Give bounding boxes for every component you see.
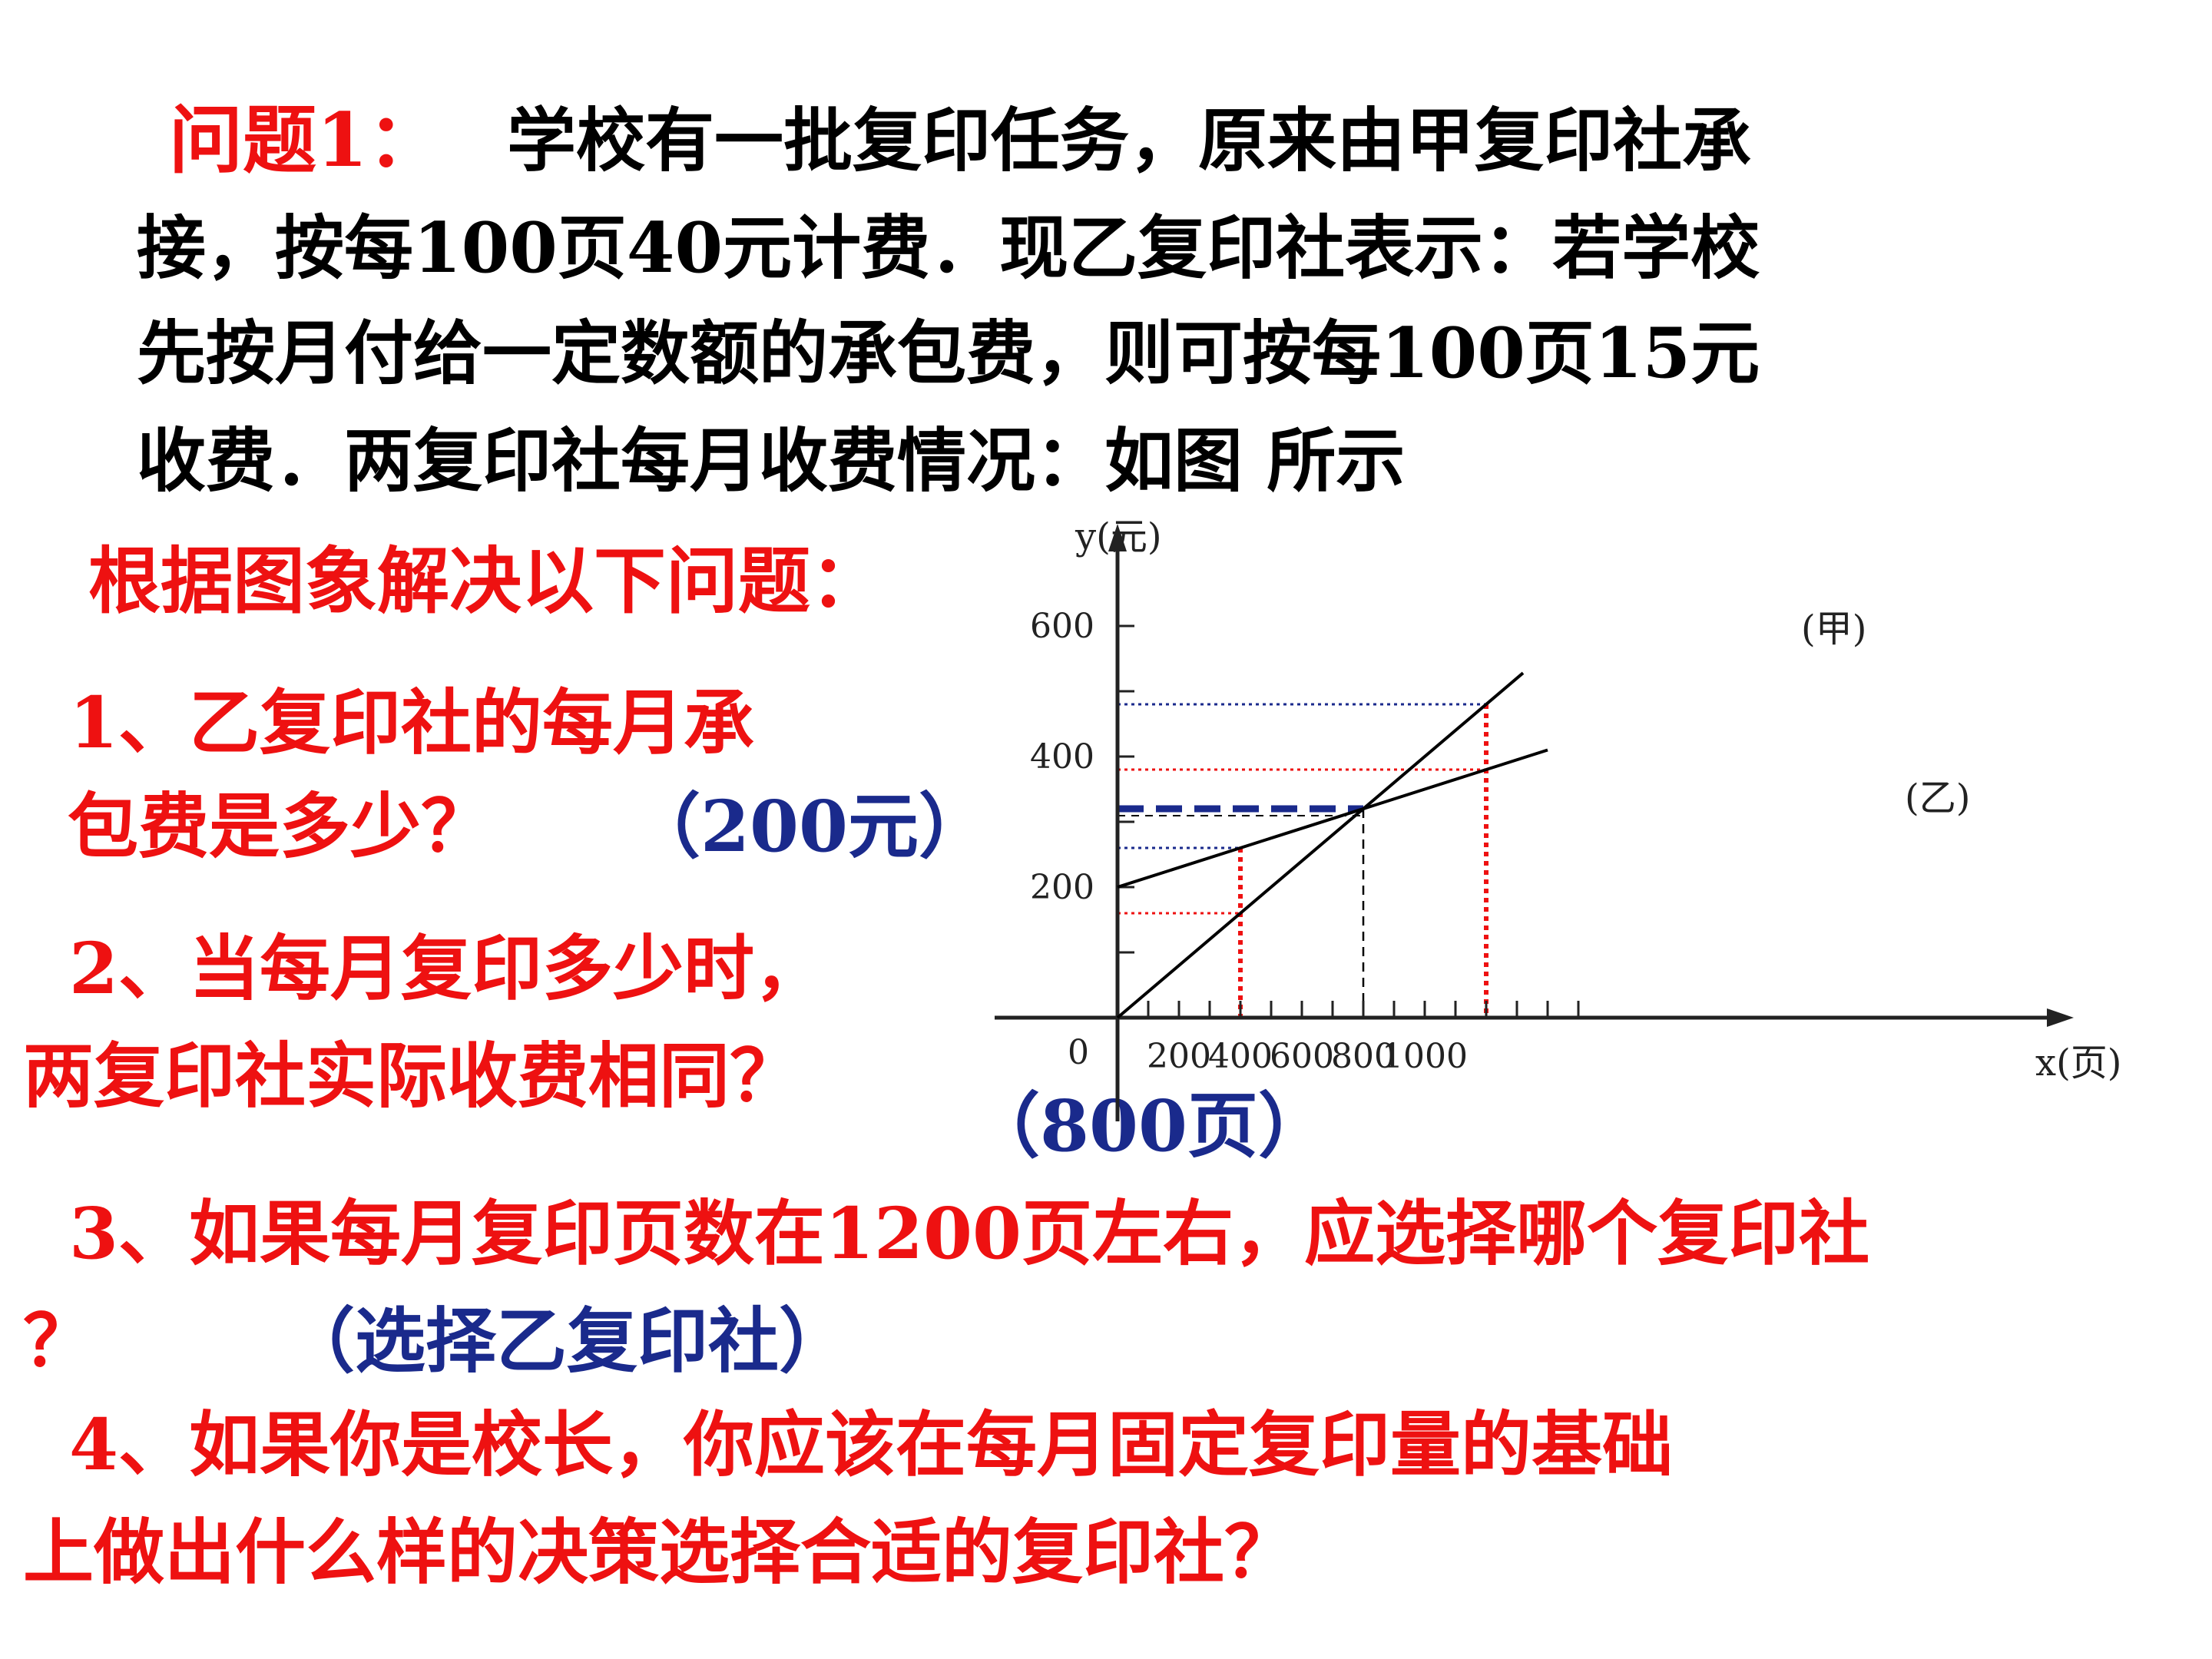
x-tick-label: 800 <box>1331 1037 1396 1076</box>
problem-line-1: 学校有一批复印任务，原来由甲复印社承 <box>507 100 1751 181</box>
question-3-line-2: ？ <box>23 1300 94 1382</box>
question-4-line-2: 上做出什么样的决策选择合适的复印社？ <box>23 1511 1296 1594</box>
x-axis-arrow <box>2047 1008 2074 1027</box>
series-yi-line <box>1117 748 1548 889</box>
chart-guides <box>1118 703 1488 1018</box>
question-3-line-1: 3、如果每月复印页数在1200页左右，应选择哪个复印社 <box>69 1192 1870 1275</box>
x-axis-label: x(页) <box>2035 1041 2122 1084</box>
problem-line-4: 收费．两复印社每月收费情况：如图 所示 <box>137 420 1406 502</box>
problem-line-3: 先按月付给一定数额的承包费，则可按每100页15元 <box>137 313 1760 394</box>
question-1-line-1: 1、乙复印社的每月承 <box>69 681 755 764</box>
question-prompt: 根据图象解决以下问题： <box>88 539 883 624</box>
x-tick-label: 400 <box>1208 1037 1273 1076</box>
x-tick-label: 200 <box>1147 1037 1211 1076</box>
question-3-answer: （选择乙复印社） <box>284 1300 850 1382</box>
y-tick-label: 400 <box>1030 737 1094 777</box>
chart-axes <box>995 524 2074 1121</box>
origin-label: 0 <box>1068 1033 1089 1072</box>
question-2-line-1: 2、当每月复印多少时， <box>69 927 826 1010</box>
series-jia-label: (甲) <box>1801 608 1866 651</box>
problem-line-2: 接，按每100页40元计费．现乙复印社表示：若学校 <box>137 207 1760 289</box>
series-yi-label: (乙) <box>1905 777 1970 820</box>
series-jia-line <box>1116 671 1525 1019</box>
problem-label: 问题1： <box>169 97 442 184</box>
question-2-line-2: 两复印社实际收费相同？ <box>23 1035 801 1118</box>
y-tick-label: 200 <box>1030 868 1094 907</box>
y-axis-label: y(元) <box>1075 515 1162 558</box>
x-tick-label: 600 <box>1270 1037 1334 1076</box>
y-axis-arrow <box>1108 524 1127 551</box>
x-tick-label: 1000 <box>1382 1037 1468 1076</box>
y-tick-label: 600 <box>1030 607 1094 646</box>
question-4-line-1: 4、如果你是校长，你应该在每月固定复印量的基础 <box>69 1403 1674 1486</box>
chart-labels: y(元) x(页) 0 (甲) (乙) <box>1068 515 2122 1084</box>
question-1-line-2: 包费是多少？ <box>68 785 492 868</box>
question-1-answer: （200元） <box>630 785 990 868</box>
question-2-answer: （800页） <box>969 1084 1330 1167</box>
chart-series <box>1116 671 1548 1019</box>
